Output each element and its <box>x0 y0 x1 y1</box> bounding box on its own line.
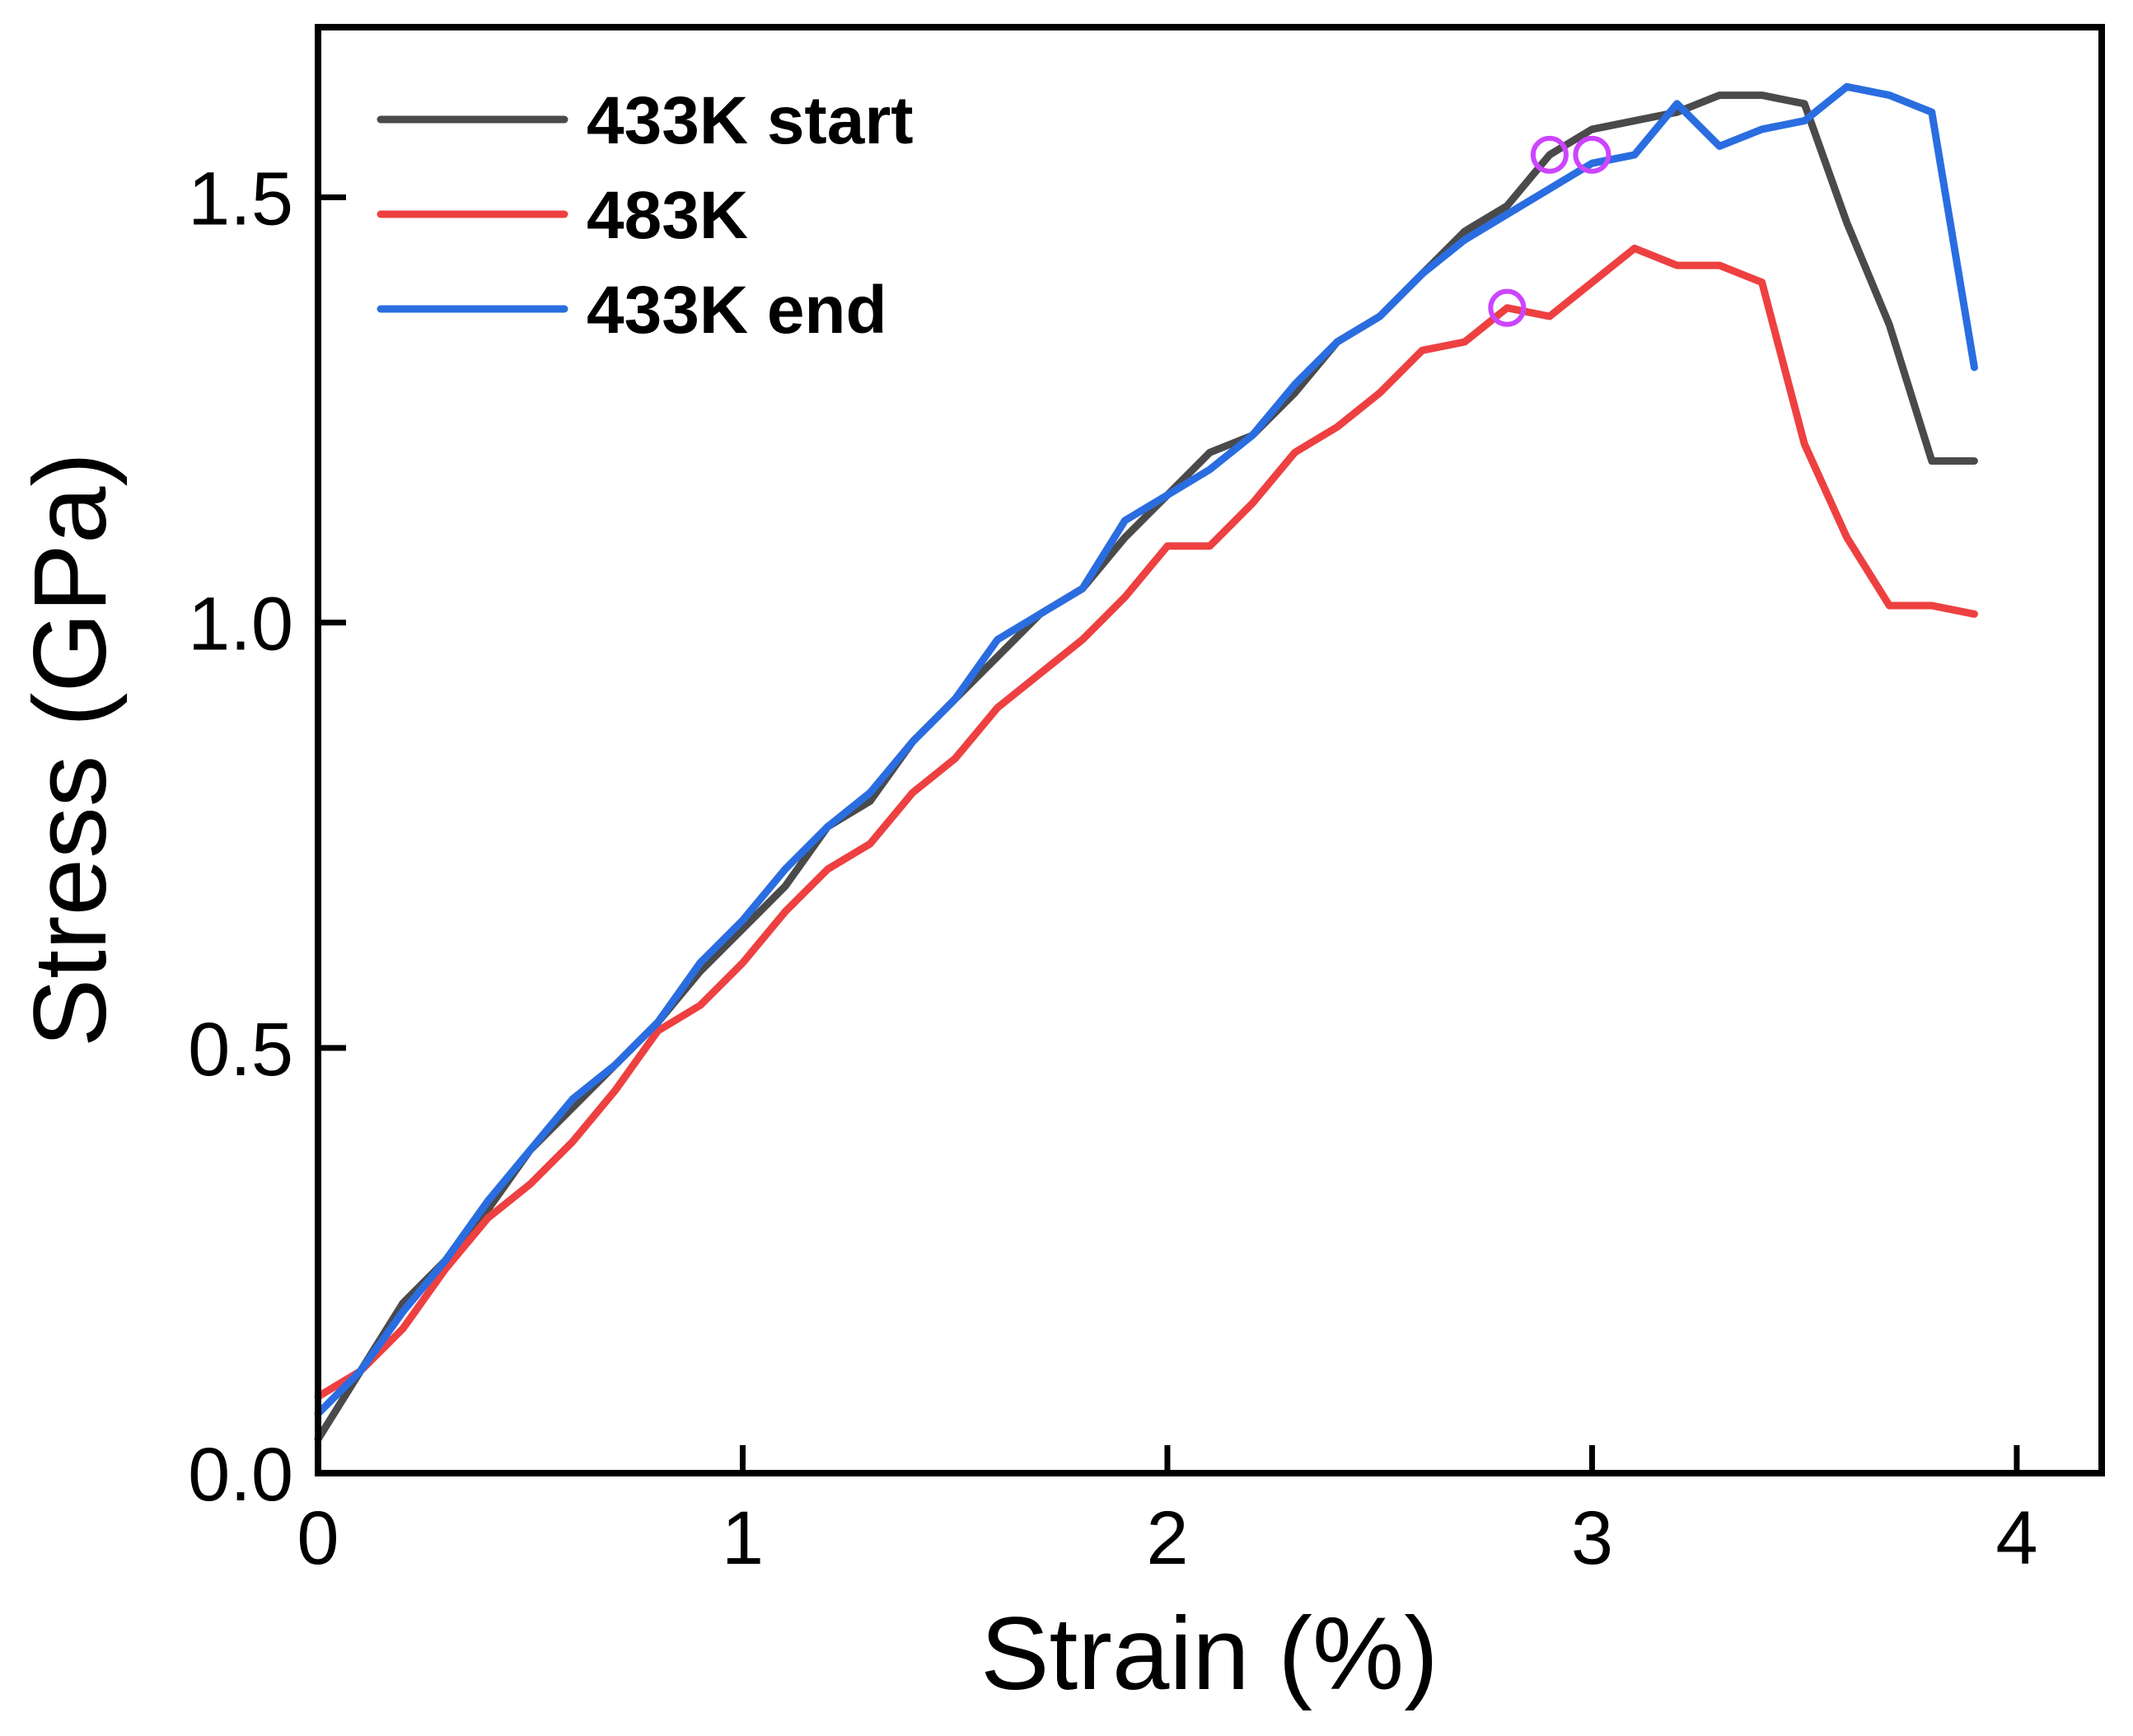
annotation-circle-1 <box>1573 135 1611 174</box>
x-tick-label: 0 <box>297 1496 339 1580</box>
y-tick-label: 1.0 <box>188 583 293 667</box>
series-layer <box>314 82 1978 1444</box>
legend: 433K start 483K 433K end <box>377 83 914 348</box>
legend-label-2: 433K end <box>587 273 887 348</box>
x-tick-label: 1 <box>722 1496 764 1580</box>
series-line-1 <box>314 244 1978 1401</box>
x-axis: 0 1 2 3 4 <box>297 1445 2037 1580</box>
series-line-2 <box>314 82 1978 1418</box>
x-tick-label: 3 <box>1571 1496 1613 1580</box>
legend-label-0: 433K start <box>587 83 914 158</box>
y-axis-title: Stress (GPa) <box>13 452 128 1047</box>
y-tick-label: 1.5 <box>188 157 293 241</box>
x-axis-title: Strain (%) <box>980 1597 1438 1711</box>
series-line-0 <box>314 91 1978 1444</box>
x-tick-label: 4 <box>1995 1496 2037 1580</box>
annotation-layer <box>1488 135 1611 327</box>
x-tick-label: 2 <box>1146 1496 1188 1580</box>
y-tick-label: 0.0 <box>188 1433 293 1517</box>
legend-label-1: 483K <box>587 178 748 253</box>
annotation-circle-0 <box>1530 135 1569 174</box>
plot-frame <box>315 24 2105 1476</box>
y-axis: 0.0 0.5 1.0 1.5 <box>188 157 346 1517</box>
y-tick-label: 0.5 <box>188 1008 293 1092</box>
annotation-circle-2 <box>1488 288 1527 327</box>
